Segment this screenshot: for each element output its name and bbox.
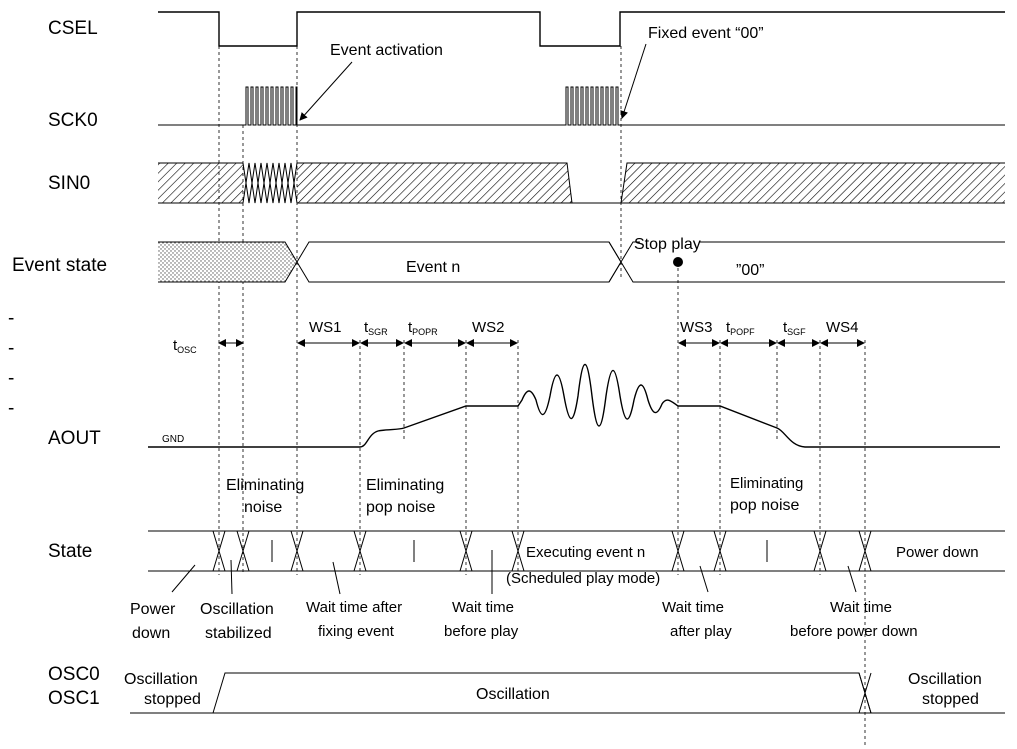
osc-stopped-left-line2: stopped bbox=[144, 691, 201, 708]
wait-after-play-line1: Wait time bbox=[662, 599, 724, 616]
gnd-label: GND bbox=[162, 434, 184, 445]
power-down-line1: Power bbox=[130, 601, 176, 618]
osc-waveform bbox=[130, 672, 1005, 714]
event-activation-label: Event activation bbox=[330, 42, 443, 59]
stop-play-label: Stop play bbox=[634, 236, 701, 253]
wait-fix-line1: Wait time after bbox=[306, 599, 402, 616]
sin0-label: SIN0 bbox=[48, 173, 90, 194]
elim-pop-b-line2: pop noise bbox=[730, 497, 799, 514]
stop-play-dot bbox=[673, 257, 683, 267]
left-dash-2: - bbox=[8, 338, 14, 359]
event-state-label: Event state bbox=[12, 255, 107, 276]
wait-power-line1: Wait time bbox=[830, 599, 892, 616]
state-label: State bbox=[48, 541, 92, 562]
ws1-label: WS1 bbox=[309, 319, 342, 336]
tpopr-label: tPOPR bbox=[408, 319, 438, 337]
oscillation-label: Oscillation bbox=[476, 686, 550, 703]
wait-fix-line2: fixing event bbox=[318, 623, 395, 640]
tsgr-label: tSGR bbox=[364, 319, 388, 337]
wait-before-play-line2: before play bbox=[444, 623, 519, 640]
osc-stabilized-line1: Oscillation bbox=[200, 601, 274, 618]
sin0-waveform bbox=[158, 162, 1005, 204]
state-bus bbox=[148, 530, 1005, 595]
left-dash-3: - bbox=[8, 368, 14, 389]
elim-noise-line1: Eliminating bbox=[226, 477, 304, 494]
osc-stopped-left-line1: Oscillation bbox=[124, 671, 198, 688]
wait-after-play-line2: after play bbox=[670, 623, 732, 640]
tpopf-label: tPOPF bbox=[726, 319, 755, 337]
aout-label: AOUT bbox=[48, 428, 101, 449]
ws4-label: WS4 bbox=[826, 319, 859, 336]
ws3-label: WS3 bbox=[680, 319, 713, 336]
wait-before-play-line1: Wait time bbox=[452, 599, 514, 616]
tsgf-label: tSGF bbox=[783, 319, 806, 337]
csel-waveform bbox=[158, 11, 1005, 47]
event-n-label: Event n bbox=[406, 259, 460, 276]
sck0-label: SCK0 bbox=[48, 110, 98, 131]
left-dash-1: - bbox=[8, 308, 14, 329]
ws2-label: WS2 bbox=[472, 319, 505, 336]
osc-stabilized-line2: stabilized bbox=[205, 625, 272, 642]
executing-line1: Executing event n bbox=[526, 544, 645, 561]
osc0-label: OSC0 bbox=[48, 664, 100, 685]
fixed-event-label: Fixed event “00” bbox=[648, 25, 764, 42]
executing-line2: (Scheduled play mode) bbox=[506, 570, 660, 587]
event-state-waveform bbox=[158, 241, 1005, 283]
elim-pop-line1: Eliminating bbox=[366, 477, 444, 494]
guide-lines bbox=[218, 46, 866, 745]
osc1-label: OSC1 bbox=[48, 688, 100, 709]
fixed-event-arrow bbox=[620, 43, 647, 119]
event-00-label: ”00” bbox=[736, 262, 764, 279]
osc-stopped-right-line2: stopped bbox=[922, 691, 979, 708]
sck0-waveform bbox=[158, 86, 1005, 126]
csel-label: CSEL bbox=[48, 18, 98, 39]
elim-pop-b-line1: Eliminating bbox=[730, 475, 803, 492]
elim-noise-line2: noise bbox=[244, 499, 282, 516]
wait-power-line2: before power down bbox=[790, 623, 918, 640]
elim-pop-line2: pop noise bbox=[366, 499, 435, 516]
power-down-right-label: Power down bbox=[896, 544, 979, 561]
power-down-line2: down bbox=[132, 625, 170, 642]
osc-stopped-right-line1: Oscillation bbox=[908, 671, 982, 688]
left-dash-4: - bbox=[8, 398, 14, 419]
aout-waveform bbox=[148, 363, 1000, 448]
tosc-label: tOSC bbox=[173, 337, 197, 355]
event-activation-arrow bbox=[299, 61, 353, 121]
